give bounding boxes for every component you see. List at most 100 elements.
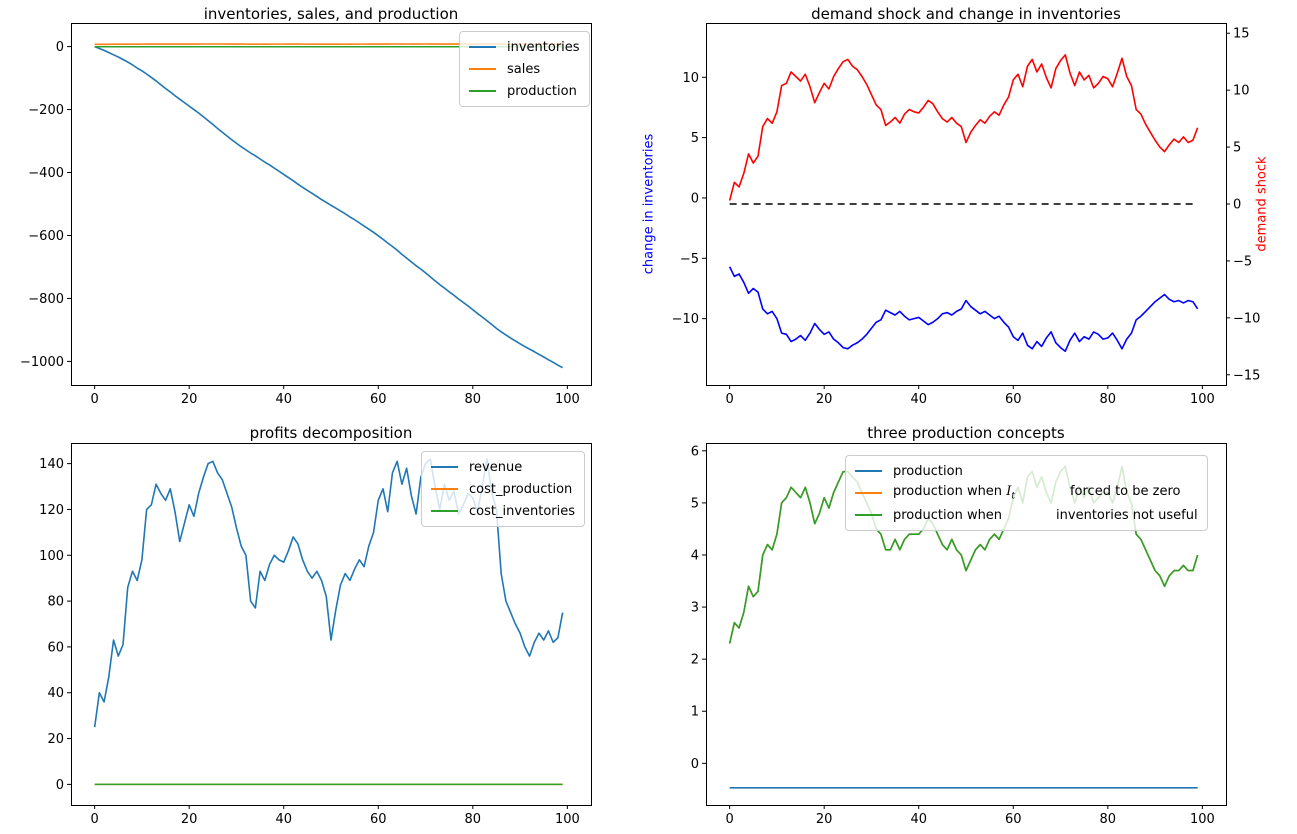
y-tick-label: 5 (1233, 141, 1241, 156)
x-tick-label: 20 (816, 812, 833, 827)
y-tick-label: 2 (691, 653, 699, 668)
legend-line-swatch (469, 46, 496, 48)
y-tick-label: 4 (691, 548, 699, 563)
x-tick-label: 0 (725, 812, 733, 827)
y-tick-label: −800 (28, 292, 64, 307)
y-axis-label-demand-shock: demand shock (1254, 156, 1270, 252)
subplot-title-profits-decomposition: profits decomposition (249, 424, 413, 442)
y-tick-label: −400 (28, 166, 64, 181)
x-tick-label: 40 (910, 392, 927, 407)
y-tick-label: −1000 (20, 355, 64, 370)
subplot-title-demand-shock: demand shock and change in inventories (811, 5, 1121, 23)
legend-entry: production when It forced to be zero (855, 482, 1198, 504)
legend-entry: inventories (469, 36, 580, 58)
y-tick-label: −600 (28, 229, 64, 244)
x-tick-label: 40 (275, 392, 292, 407)
y-axis-label-change-in-inventories: change in inventories (641, 133, 657, 275)
y-tick-label: 0 (1233, 198, 1241, 213)
series-inventories (94, 45, 564, 369)
x-tick-label: 60 (370, 812, 387, 827)
series-demand-shock (728, 54, 1199, 201)
y-tick-label: −200 (28, 103, 64, 118)
y-tick-label: 100 (39, 549, 64, 564)
legend-entry: revenue (431, 456, 575, 478)
x-tick-label: 0 (725, 392, 733, 407)
subplot-title-inventories-sales-production: inventories, sales, and production (203, 5, 459, 23)
legend-line-swatch (855, 470, 882, 472)
y-tick-label: 0 (691, 191, 699, 206)
y-tick-label: 80 (47, 595, 64, 610)
y-tick-label: 5 (691, 131, 699, 146)
x-tick-label: 20 (181, 392, 198, 407)
y-tick-label: 15 (1233, 27, 1250, 42)
legend-label: cost_inventories (469, 503, 576, 519)
y-tick-label: 40 (47, 686, 64, 701)
x-tick-label: 40 (275, 812, 292, 827)
y-tick-label: 6 (691, 444, 699, 459)
legend-entry: production (855, 460, 1198, 482)
legend-entry: cost_production (431, 478, 575, 500)
plot-frame (706, 443, 1227, 806)
legend-entry: production (469, 80, 580, 102)
legend-line-swatch (855, 514, 882, 516)
x-tick-label: 100 (555, 812, 580, 827)
legend-profits_decomposition: revenue cost_production cost_inventories (421, 451, 586, 527)
plot-frame (71, 443, 592, 806)
legend-label: sales (507, 61, 541, 77)
legend-entry: production when inventories not useful (855, 504, 1198, 526)
legend-label: production (507, 83, 577, 99)
y-tick-label: 140 (39, 457, 64, 472)
y-tick-label: 0 (691, 757, 699, 772)
y-tick-label: −5 (1233, 254, 1252, 269)
y-tick-label: 1 (691, 705, 699, 720)
x-tick-label: 0 (90, 392, 98, 407)
x-tick-label: 60 (1005, 392, 1022, 407)
legend-line-swatch (469, 68, 496, 70)
y-tick-label: −15 (1233, 368, 1260, 383)
x-tick-label: 60 (1005, 812, 1022, 827)
legend-line-swatch (431, 488, 458, 490)
series-change-in-inventories (728, 266, 1199, 353)
y-tick-label: −10 (672, 312, 699, 327)
legend-line-swatch (431, 510, 458, 512)
y-tick-label: 10 (682, 71, 699, 86)
plot-frame (71, 23, 592, 386)
y-tick-label: −10 (1233, 311, 1260, 326)
y-tick-label: 5 (691, 496, 699, 511)
y-tick-label: 20 (47, 732, 64, 747)
legend-label: production (893, 463, 963, 479)
y-tick-label: 3 (691, 601, 699, 616)
legend-label: production when It forced to be zero (893, 484, 1181, 502)
x-tick-label: 60 (370, 392, 387, 407)
y-tick-label: 60 (47, 640, 64, 655)
x-tick-label: 0 (90, 812, 98, 827)
y-tick-label: 10 (1233, 84, 1250, 99)
legend-label: production when inventories not useful (893, 507, 1198, 523)
legend-three_production_concepts: production production when It forced to be… (845, 455, 1208, 531)
legend-entry: sales (469, 58, 580, 80)
legend-line-swatch (855, 492, 882, 494)
legend-inventories_sales_production: inventories sales production (459, 31, 590, 107)
legend-label: cost_production (469, 481, 573, 497)
x-tick-label: 80 (1100, 812, 1117, 827)
legend-line-swatch (469, 90, 496, 92)
legend-label: revenue (469, 459, 523, 475)
x-tick-label: 20 (181, 812, 198, 827)
x-tick-label: 100 (1190, 392, 1215, 407)
legend-label: inventories (507, 39, 580, 55)
math-symbol: It (1006, 484, 1015, 502)
legend-entry: cost_inventories (431, 500, 575, 522)
x-tick-label: 40 (910, 812, 927, 827)
x-tick-label: 80 (465, 392, 482, 407)
x-tick-label: 100 (555, 392, 580, 407)
subplot-title-three-production-concepts: three production concepts (867, 424, 1065, 442)
y-tick-label: 0 (56, 778, 64, 793)
y-tick-label: 0 (56, 40, 64, 55)
legend-line-swatch (431, 466, 458, 468)
x-tick-label: 20 (816, 392, 833, 407)
y-tick-label: 120 (39, 503, 64, 518)
x-tick-label: 80 (1100, 392, 1117, 407)
x-tick-label: 100 (1190, 812, 1215, 827)
